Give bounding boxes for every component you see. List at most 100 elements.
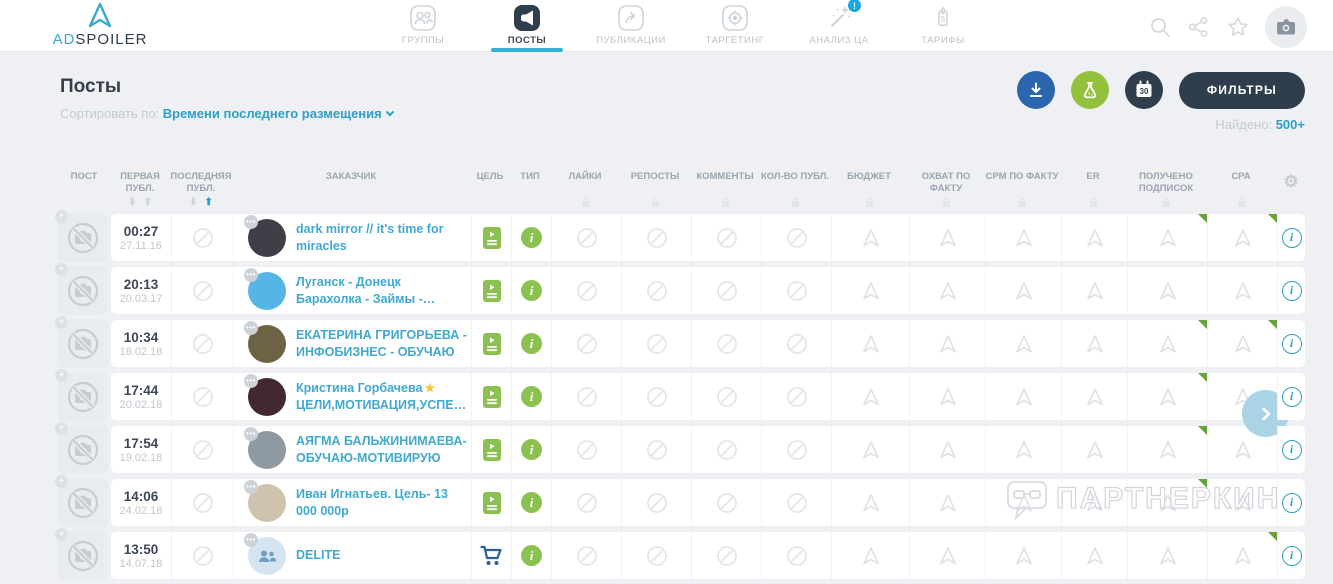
sort-desc-icon[interactable]: [128, 198, 136, 208]
er-cell: [1061, 267, 1127, 314]
row-info-button[interactable]: [1277, 214, 1305, 261]
cpa-cell: [1207, 320, 1277, 367]
row-info-button[interactable]: [1277, 426, 1305, 473]
first-publication-date: 20.03.17: [119, 292, 163, 305]
first-publication-date: 20.02.18: [119, 398, 163, 411]
customer-avatar[interactable]: [244, 479, 286, 522]
more-options-icon[interactable]: [244, 479, 258, 494]
first-publication-time: 20:13: [123, 276, 159, 292]
camera-icon[interactable]: [1265, 6, 1307, 48]
row-info-button[interactable]: [1277, 320, 1305, 367]
tab-groups[interactable]: ГРУППЫ: [371, 0, 475, 52]
customer-link[interactable]: АЯГМА БАЛЬЖИНИМАЕВА- ОБУЧАЮ-МОТИВИРУЮ: [296, 433, 467, 466]
more-options-icon[interactable]: [244, 320, 258, 335]
customer-avatar[interactable]: [244, 532, 286, 575]
col-customer: ЗАКАЗЧИК: [325, 171, 377, 182]
premium-locked-icon: [1159, 228, 1176, 246]
first-publication-date: 19.02.18: [119, 451, 163, 464]
customer-avatar[interactable]: [244, 320, 286, 363]
post-thumbnail[interactable]: [55, 528, 108, 580]
premium-locked-icon: [1015, 493, 1032, 511]
tab-publications[interactable]: ПУБЛИКАЦИИ: [579, 0, 683, 52]
col-actual-reach: ОХВАТ ПО ФАКТУ: [908, 162, 984, 207]
customer-name-line2: ОБУЧАЮ-МОТИВИРУЮ: [296, 450, 441, 465]
more-options-icon[interactable]: [244, 373, 258, 388]
col-type: ТИП: [520, 171, 540, 182]
row-info-button[interactable]: [1277, 373, 1305, 420]
sort-asc-active-icon[interactable]: [205, 198, 213, 208]
col-last-publication: ПОСЛЕДНЯЯ ПУБЛ.: [170, 162, 232, 201]
likes-cell: [551, 532, 621, 579]
premium-locked-icon: [1086, 228, 1103, 246]
tab-targeting[interactable]: ТАРГЕТИНГ: [683, 0, 787, 52]
more-options-icon[interactable]: [244, 426, 258, 441]
premium-locked-icon: [939, 387, 956, 405]
col-reposts: РЕПОСТЫ: [620, 162, 690, 207]
no-data-icon: [646, 545, 667, 566]
more-options-icon[interactable]: [244, 267, 258, 282]
row-info-button[interactable]: [1277, 532, 1305, 579]
first-publication-time: 14:06: [123, 488, 159, 504]
customer-link[interactable]: Кристина Горбачева ЦЕЛИ,МОТИВАЦИЯ,УСПЕ…: [296, 380, 466, 413]
customer-avatar[interactable]: [244, 267, 286, 310]
row-info-button[interactable]: [1277, 267, 1305, 314]
post-thumbnail[interactable]: [55, 263, 108, 315]
no-data-icon: [786, 492, 807, 513]
adspoiler-logo[interactable]: ADSPOILER: [52, 1, 148, 48]
customer-avatar[interactable]: [244, 214, 286, 257]
more-options-icon[interactable]: [244, 214, 258, 229]
table-row: 20:13 20.03.17 Луганск - Донецк Барахолк…: [55, 263, 1306, 315]
customer-avatar[interactable]: [244, 373, 286, 416]
no-photo-icon: [67, 275, 99, 306]
premium-locked-icon: [862, 334, 879, 352]
tab-tariffs[interactable]: $ ТАРИФЫ: [891, 0, 995, 52]
no-data-icon: [646, 386, 667, 407]
last-publication-cell: [171, 426, 233, 473]
customer-link[interactable]: dark mirror // it's time for miracles: [296, 221, 443, 254]
col-goal: ЦЕЛЬ: [476, 171, 504, 182]
share-nodes-icon[interactable]: [1187, 15, 1211, 39]
customer-link[interactable]: Луганск - Донецк Барахолка - Займы -…: [296, 274, 435, 307]
top-navbar: ADSPOILER ГРУППЫ ПОСТЫ ПУБЛИКАЦИИ Т: [0, 0, 1333, 52]
goal-promo-post-icon: [482, 491, 501, 514]
sort-asc-icon[interactable]: [144, 198, 152, 208]
post-thumbnail[interactable]: [55, 475, 108, 527]
search-icon[interactable]: [1148, 15, 1172, 39]
more-options-icon[interactable]: [244, 532, 258, 547]
row-info-button[interactable]: [1277, 479, 1305, 526]
lock-icon: [721, 198, 729, 207]
tab-label: ПУБЛИКАЦИИ: [596, 35, 666, 46]
period-calendar-button[interactable]: 30: [1124, 71, 1163, 109]
er-cell: [1061, 479, 1127, 526]
megaphone-icon: [512, 3, 542, 33]
post-thumbnail[interactable]: [55, 369, 108, 421]
customer-link[interactable]: DELITE: [296, 547, 340, 563]
post-thumbnail[interactable]: [55, 210, 108, 262]
export-download-button[interactable]: [1016, 71, 1055, 109]
filters-button[interactable]: ФИЛЬТРЫ: [1178, 71, 1305, 109]
comments-cell: [691, 320, 761, 367]
post-thumbnail[interactable]: [55, 316, 108, 368]
sort-desc-icon[interactable]: [189, 198, 197, 208]
goal-promo-post-icon: [482, 279, 501, 302]
premium-locked-icon: [1086, 493, 1103, 511]
customer-link[interactable]: Иван Игнатьев. Цель- 13 000 000р: [296, 486, 448, 519]
customer-link[interactable]: ЕКАТЕРИНА ГРИГОРЬЕВА - ИНФОБИЗНЕС - ОБУЧ…: [296, 327, 467, 360]
no-data-icon: [716, 545, 737, 566]
tab-posts[interactable]: ПОСТЫ: [475, 0, 579, 52]
customer-avatar[interactable]: [244, 426, 286, 469]
last-publication-cell: [171, 320, 233, 367]
sort-dropdown[interactable]: Времени последнего размещения: [162, 106, 382, 121]
first-publication-cell: 20:13 20.03.17: [111, 267, 171, 314]
first-publication-cell: 14:06 24.02.18: [111, 479, 171, 526]
type-info-icon: [521, 280, 542, 301]
row-card: 13:50 14.07.18 DELITE: [110, 531, 1306, 580]
tab-audience-analysis[interactable]: ! АНАЛИЗ ЦА: [787, 0, 891, 52]
post-thumbnail[interactable]: [55, 422, 108, 474]
star-icon[interactable]: [1226, 15, 1250, 39]
reposts-cell: [621, 373, 691, 420]
row-card: 10:34 18.02.18 ЕКАТЕРИНА ГРИГОРЬЕВА - ИН…: [110, 319, 1306, 368]
columns-settings-icon[interactable]: [1283, 171, 1298, 193]
analysis-flask-button[interactable]: [1070, 71, 1109, 109]
row-card: 00:27 27.11.16 dark mirror // it's time …: [110, 213, 1306, 262]
